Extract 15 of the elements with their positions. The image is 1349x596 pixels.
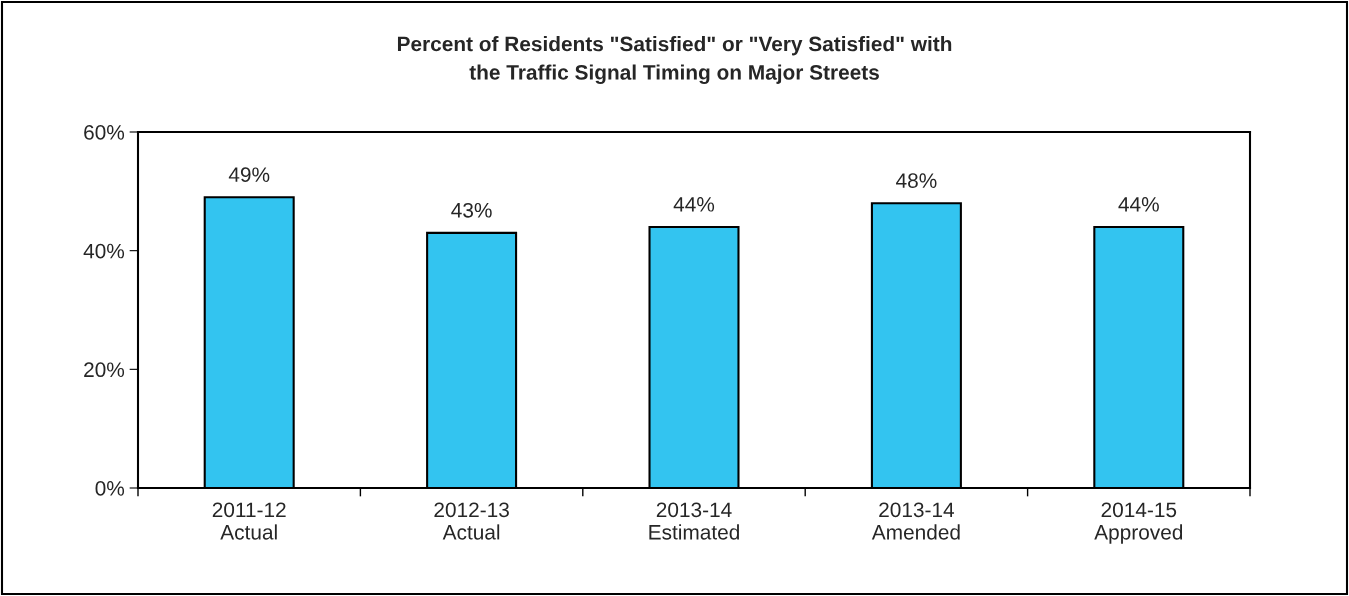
x-tick-label: 2013-14 Amended [871, 502, 960, 540]
data-label: 44% [1118, 197, 1159, 212]
data-label: 49% [228, 167, 270, 183]
data-label: 44% [673, 197, 715, 212]
data-label: 43% [451, 202, 492, 218]
chart-title: Percent of Residents "Satisfied" or "Very Satisfied" with the Traffic Signal Timing on Major Streets [397, 36, 952, 84]
y-tick-label: 60% [84, 125, 125, 140]
y-tick-label: 40% [83, 243, 125, 259]
x-tick-label: 2014-15 Approved [1094, 502, 1183, 544]
x-tick-label: 2011-12 Actual [212, 502, 286, 540]
x-tick-label: 2012-13 Actual [434, 502, 509, 540]
data-label: 48% [896, 173, 937, 188]
y-tick-label: 20% [84, 362, 125, 378]
y-tick-label: 0% [95, 481, 125, 496]
x-tick-label: 2013-14 Estimated [649, 502, 739, 540]
